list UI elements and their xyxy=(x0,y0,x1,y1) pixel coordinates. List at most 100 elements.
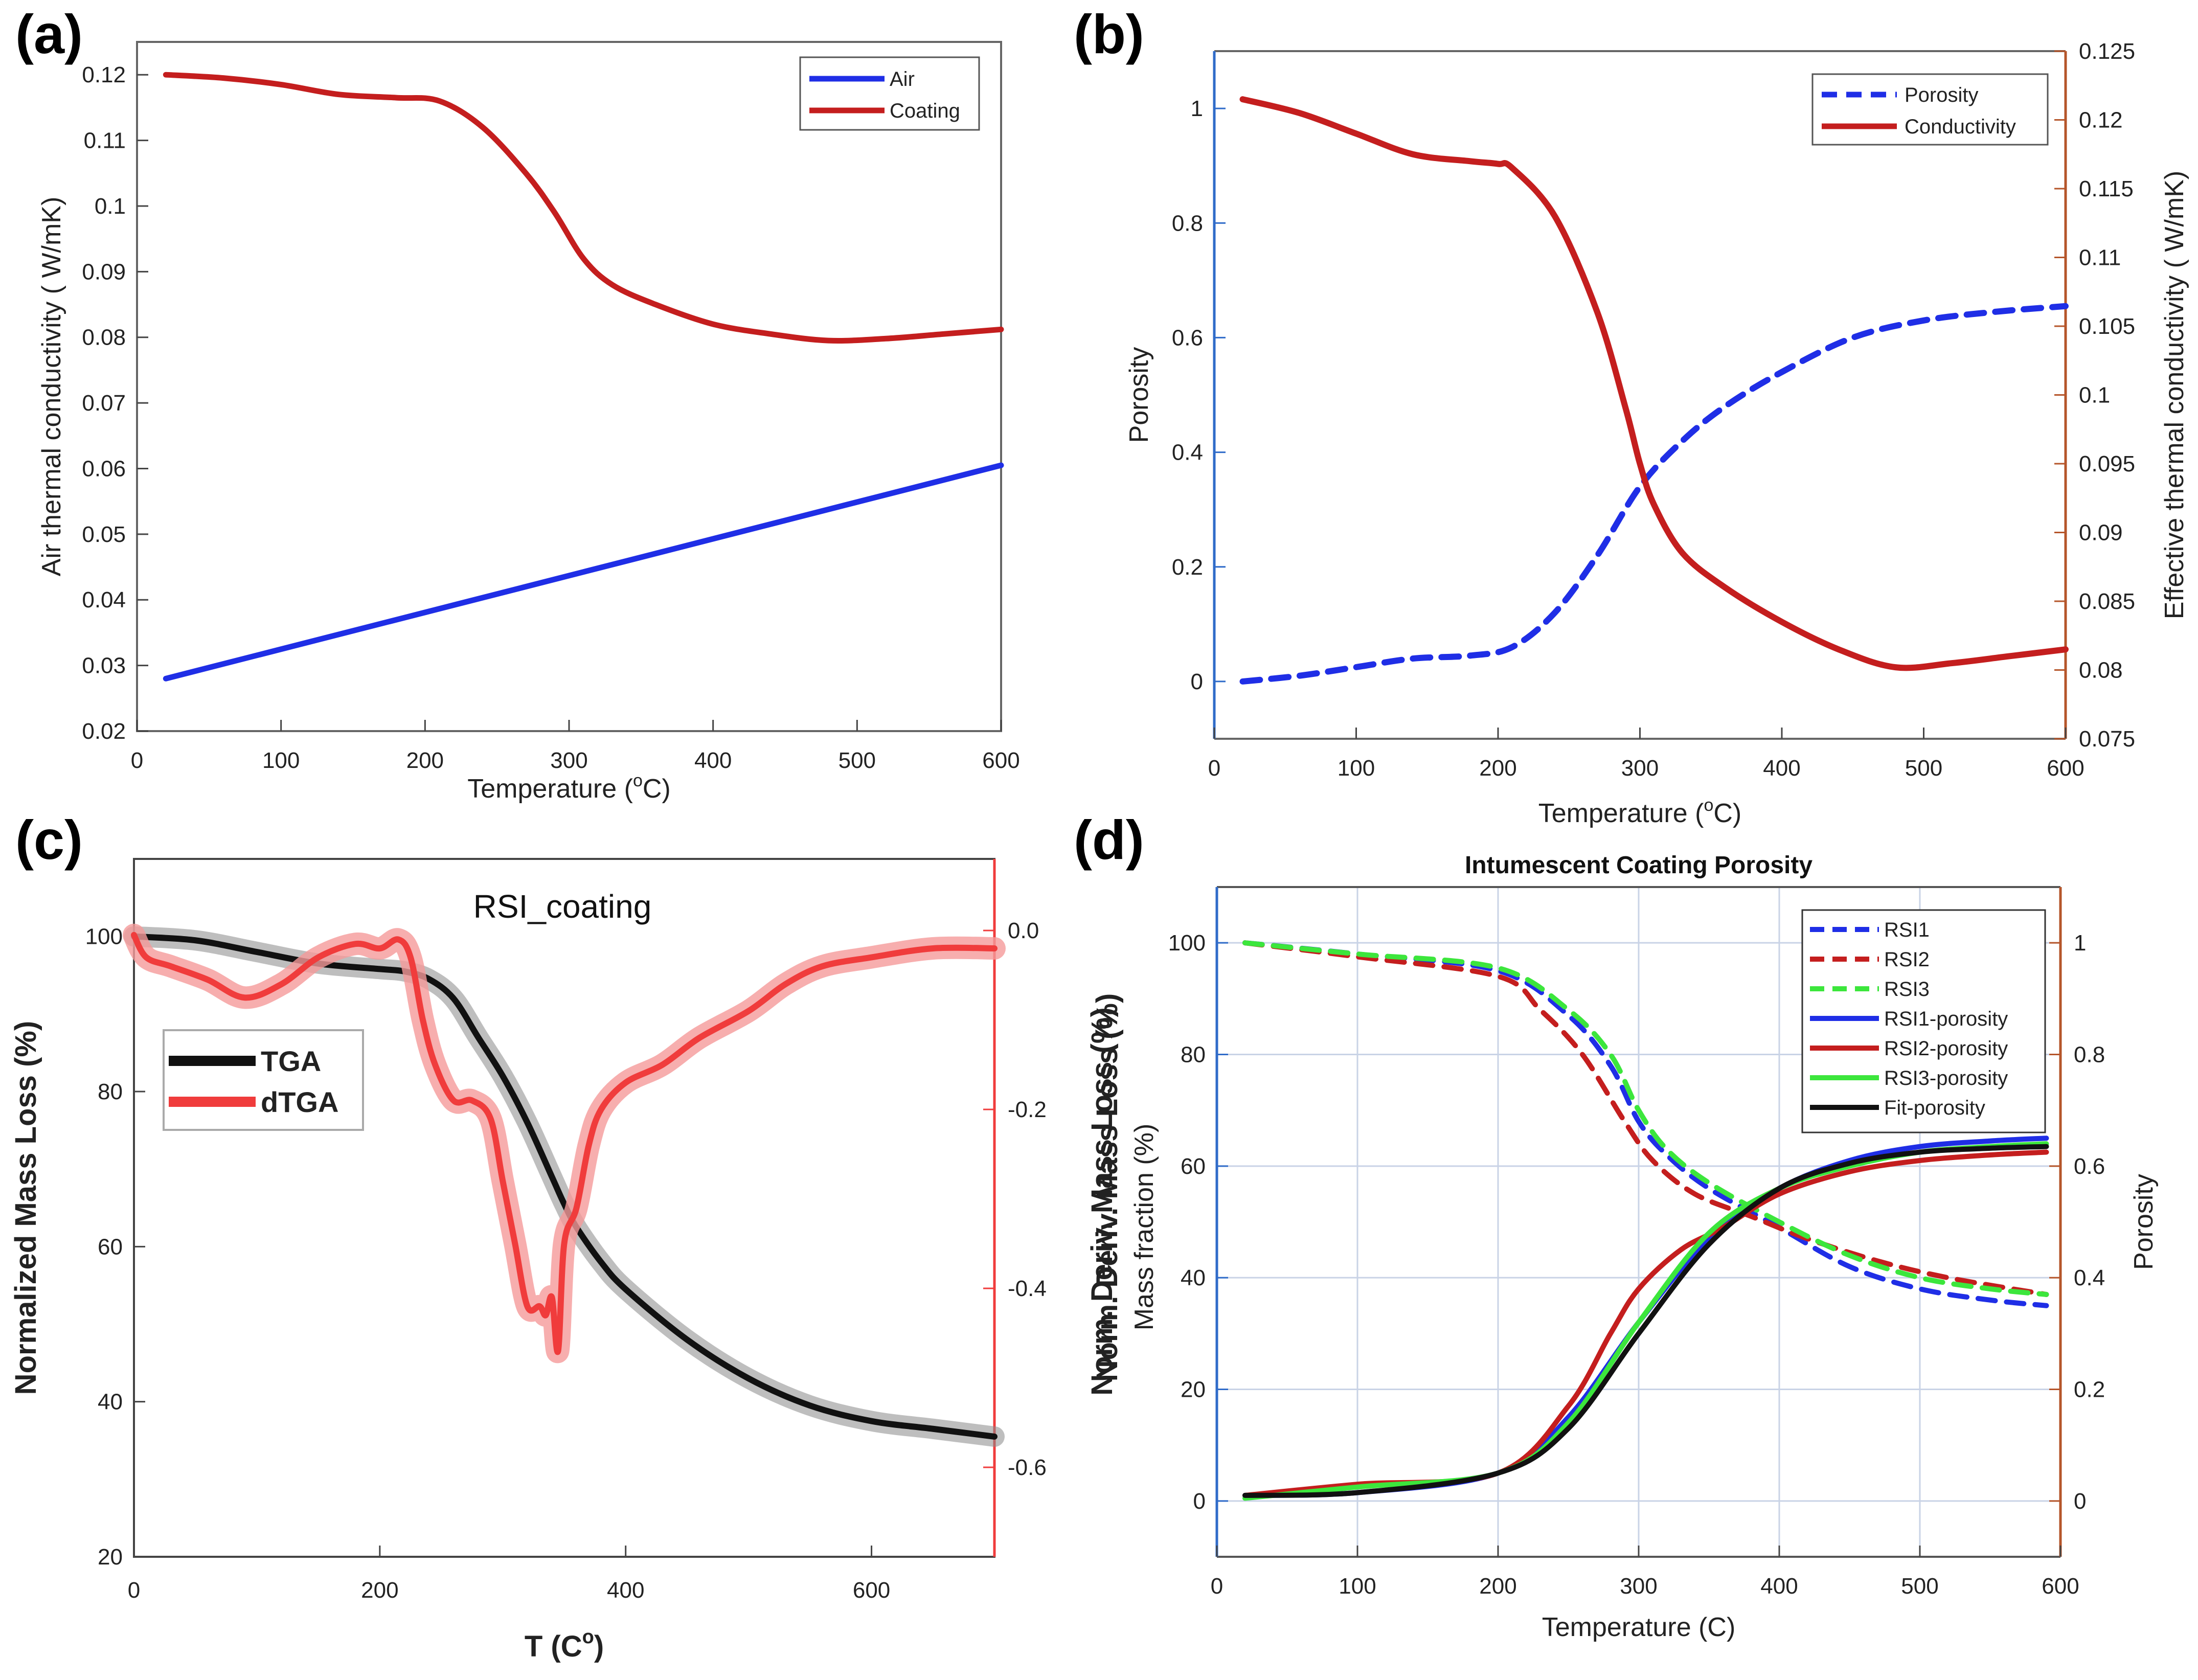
x-tick-label: 300 xyxy=(1621,756,1659,781)
y-tick-label: 0.09 xyxy=(82,259,126,284)
series-line-rsi3 xyxy=(1242,940,2049,1297)
y-tick-label: 0.125 xyxy=(2079,39,2135,64)
chart-title: Intumescent Coating Porosity xyxy=(1465,852,1812,879)
y-tick-label: 0.06 xyxy=(82,456,126,481)
y-tick-label: -0.2 xyxy=(1008,1097,1047,1122)
right-y-axis-title: Effective thermal conductivity ( W/mK) xyxy=(2160,171,2189,620)
panel-label: (b) xyxy=(1074,3,1144,65)
x-tick-label: 0 xyxy=(1208,756,1220,781)
left-outer-y-axis-title: Norm. Deriv. Mass Loss (%) xyxy=(1085,1007,1119,1396)
x-tick-label: 200 xyxy=(1479,756,1516,781)
x-tick-label: 200 xyxy=(1479,1574,1516,1599)
y-tick-label: 0.12 xyxy=(2079,108,2123,133)
x-tick-label: 300 xyxy=(1620,1574,1657,1599)
legend-box xyxy=(799,56,980,131)
y-tick-label: 0.6 xyxy=(1172,325,1203,350)
y-tick-label: 0.105 xyxy=(2079,314,2135,339)
y-tick-label: 0.08 xyxy=(82,325,126,350)
y-tick-label: 0.075 xyxy=(2079,727,2135,752)
y-tick-label: 0.4 xyxy=(2074,1265,2105,1290)
panel-label: (d) xyxy=(1074,809,1144,871)
legend-box xyxy=(1811,73,2049,146)
y-tick-label: 80 xyxy=(1181,1042,1206,1068)
y-tick-label: 60 xyxy=(1181,1154,1206,1179)
y-tick-label: 0.04 xyxy=(82,587,126,612)
x-tick-label: 400 xyxy=(1760,1574,1798,1599)
series-line-fit-porosity xyxy=(1242,1144,2049,1498)
legend-label: Conductivity xyxy=(1905,116,2016,138)
x-tick-label: 400 xyxy=(607,1578,644,1603)
y-tick-label: 0.6 xyxy=(2074,1154,2105,1179)
y-tick-label: 0.2 xyxy=(2074,1377,2105,1402)
legend-label: Porosity xyxy=(1905,84,1979,106)
y-tick-label: 40 xyxy=(1181,1265,1206,1290)
y-tick-label: 60 xyxy=(98,1234,123,1259)
x-tick-label: 600 xyxy=(853,1578,890,1603)
y-tick-label: 0.4 xyxy=(1172,440,1203,465)
x-tick-label: 200 xyxy=(406,748,444,773)
x-axis-title: Temperature (C) xyxy=(1542,1613,1736,1642)
y-tick-label: 0.115 xyxy=(2079,176,2134,201)
y-tick-label: 0.8 xyxy=(2074,1042,2105,1068)
y-tick-label: 20 xyxy=(1181,1377,1206,1402)
series-line-coating xyxy=(163,72,1004,344)
left-y-axis-title: Normalized Mass Loss (%) xyxy=(9,1021,42,1395)
series-line-dtga xyxy=(131,932,998,1355)
right-y-axis-title: Porosity xyxy=(2129,1174,2159,1270)
left-y-axis-title: Mass fraction (%) xyxy=(1129,1124,1159,1331)
y-tick-label: 0.095 xyxy=(2079,451,2135,476)
y-tick-label: 0.07 xyxy=(82,391,126,416)
x-axis-title-part: C) xyxy=(643,774,671,804)
y-tick-label: 0.1 xyxy=(95,194,126,219)
y-tick-label: 0.08 xyxy=(2079,658,2123,683)
x-tick-label: 600 xyxy=(2042,1574,2079,1599)
y-tick-label: 100 xyxy=(85,924,123,949)
y-tick-label: -0.6 xyxy=(1008,1455,1047,1480)
y-tick-label: 100 xyxy=(1168,930,1206,956)
x-tick-label: 600 xyxy=(982,748,1019,773)
y-tick-label: 20 xyxy=(98,1545,123,1570)
x-axis-title-part: C) xyxy=(1713,799,1741,828)
y-tick-label: 0 xyxy=(1193,1489,1206,1514)
x-tick-label: 500 xyxy=(839,748,876,773)
x-axis-title: T (Co) xyxy=(525,1626,604,1663)
x-axis-title-sup: o xyxy=(582,1626,594,1648)
x-tick-label: 500 xyxy=(1905,756,1942,781)
y-tick-label: 0.085 xyxy=(2079,589,2135,614)
y-tick-label: 40 xyxy=(98,1390,123,1415)
series-line-conductivity xyxy=(1239,96,2069,671)
legend-box xyxy=(1801,909,2046,1133)
y-axis-title: Air thermal conductivity ( W/mK) xyxy=(37,197,66,577)
legend-label: RSI1-porosity xyxy=(1884,1008,2008,1030)
x-axis-title-part: Temperature ( xyxy=(467,774,633,804)
x-tick-label: 200 xyxy=(361,1578,398,1603)
x-tick-label: 0 xyxy=(128,1578,140,1603)
x-tick-label: 100 xyxy=(262,748,300,773)
legend-box xyxy=(163,1029,364,1131)
y-tick-label: 0.05 xyxy=(82,522,126,547)
y-tick-label: 0.2 xyxy=(1172,555,1203,580)
y-tick-label: 0.11 xyxy=(84,128,126,153)
x-tick-label: 100 xyxy=(1339,1574,1376,1599)
legend-label: TGA xyxy=(261,1045,321,1077)
y-tick-label: 0.09 xyxy=(2079,520,2123,546)
y-tick-label: 0.0 xyxy=(1008,918,1039,943)
x-tick-label: 500 xyxy=(1901,1574,1938,1599)
y-tick-label: -0.4 xyxy=(1008,1276,1047,1301)
x-axis-title-sup: o xyxy=(633,771,643,790)
legend-label: Fit-porosity xyxy=(1884,1097,1985,1119)
legend-label: Air xyxy=(890,68,915,90)
x-tick-label: 600 xyxy=(2047,756,2084,781)
right-y-axis-title: Norm. Deriv. Mass Loss (%) xyxy=(1091,993,1124,1382)
legend-label: RSI2-porosity xyxy=(1884,1037,2008,1060)
y-tick-label: 0.11 xyxy=(2079,245,2121,270)
y-tick-label: 0.03 xyxy=(82,653,126,678)
y-tick-label: 0 xyxy=(1191,669,1203,694)
series-band-tga xyxy=(124,926,1005,1447)
x-tick-label: 400 xyxy=(1763,756,1800,781)
legend-label: Coating xyxy=(890,100,960,122)
x-axis-title-part: Temperature ( xyxy=(1538,799,1704,828)
x-tick-label: 0 xyxy=(131,748,143,773)
y-tick-label: 1 xyxy=(2074,930,2086,956)
